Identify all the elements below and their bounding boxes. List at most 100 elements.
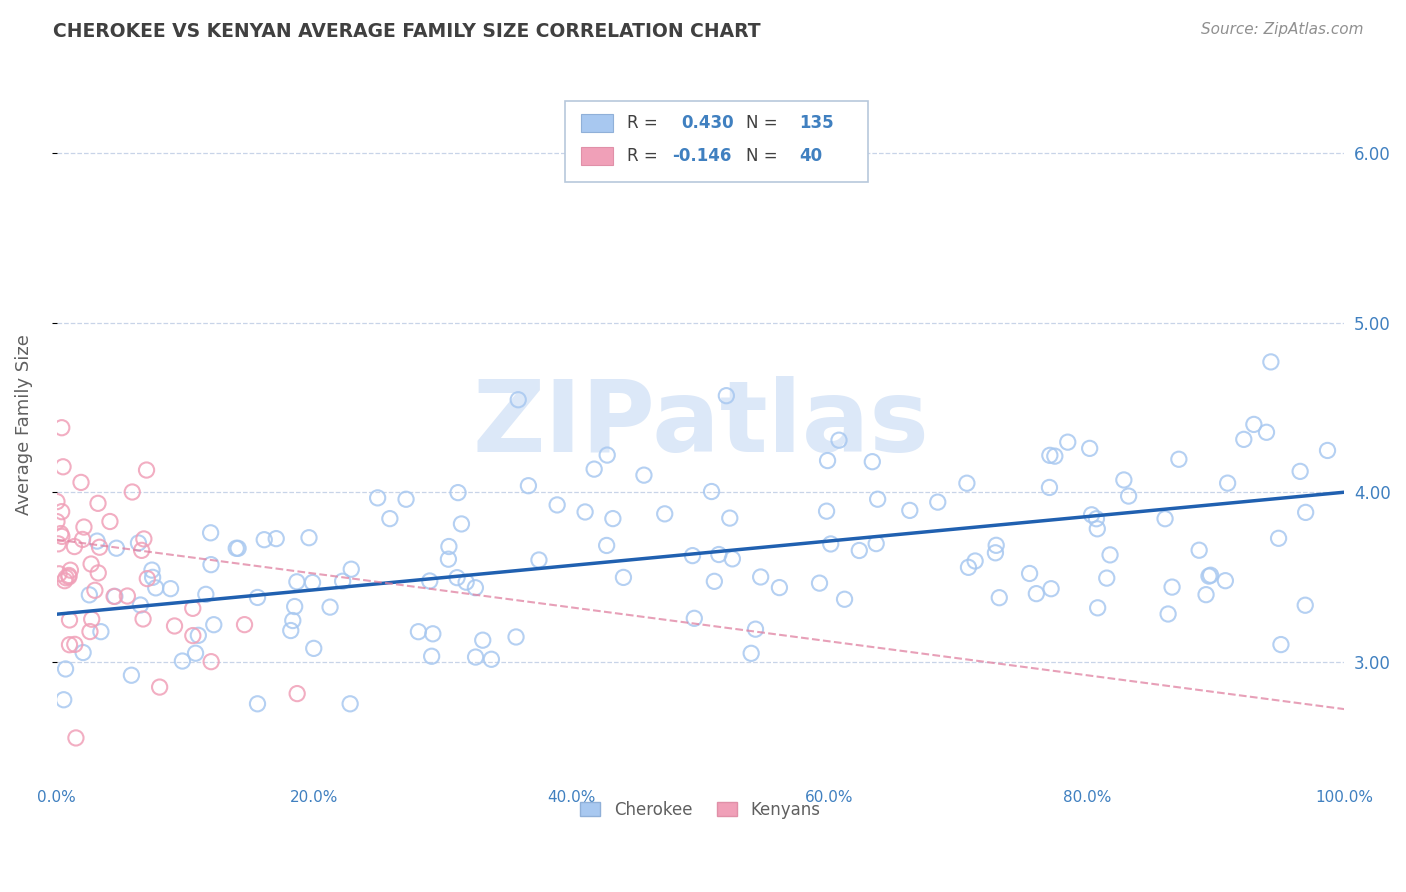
Point [848,543,870,558]
Point [117,589,139,603]
Point [339,697,361,711]
Point [104,590,127,604]
Point [596,448,619,462]
Point [87,496,110,510]
Text: Source: ZipAtlas.com: Source: ZipAtlas.com [1201,22,1364,37]
Point [285,574,308,589]
Point [517,479,540,493]
Point [80,612,103,626]
Point [860,455,883,469]
Point [367,491,389,505]
Point [73,520,96,534]
Point [159,582,181,596]
Point [49,526,72,541]
Point [683,611,706,625]
Point [319,600,342,615]
Point [1167,452,1189,467]
Point [1095,571,1118,585]
Point [70,475,93,490]
Point [51,529,73,543]
Point [721,552,744,566]
Point [574,505,596,519]
Point [55,571,77,585]
Point [48,566,70,581]
Point [422,627,444,641]
Point [298,531,321,545]
Point [280,624,302,638]
Point [285,687,308,701]
Point [1078,442,1101,456]
Point [419,574,441,588]
Point [865,536,887,550]
Point [86,534,108,549]
Point [437,552,460,566]
Point [1099,548,1122,562]
Point [898,503,921,517]
Point [246,697,269,711]
Point [986,538,1008,552]
Point [508,392,530,407]
Point [98,515,121,529]
Point [1118,489,1140,503]
Text: 135: 135 [800,114,834,132]
Point [450,516,472,531]
Point [149,680,172,694]
Point [200,558,222,572]
Point [135,463,157,477]
Point [1085,522,1108,536]
Text: 40: 40 [800,147,823,165]
Point [340,562,363,576]
Point [46,515,69,529]
Point [58,570,80,584]
Point [815,504,838,518]
Point [302,641,325,656]
Point [988,591,1011,605]
Point [63,540,86,554]
Point [194,587,217,601]
Point [479,652,502,666]
Point [700,484,723,499]
Point [1256,425,1278,440]
Point [1216,476,1239,491]
Point [246,591,269,605]
Point [53,574,76,588]
Point [253,533,276,547]
Point [233,617,256,632]
Point [55,662,77,676]
Point [546,498,568,512]
Point [58,638,80,652]
Point [59,563,82,577]
Point [79,588,101,602]
Point [1243,417,1265,432]
Point [65,731,87,745]
Point [1154,512,1177,526]
Point [181,601,204,615]
Point [957,560,980,574]
Point [456,575,478,590]
Point [129,598,152,612]
Point [90,624,112,639]
Point [471,633,494,648]
Point [527,553,550,567]
Point [226,541,249,556]
Text: N =: N = [745,114,783,132]
Point [72,533,94,547]
Text: ZIPatlas: ZIPatlas [472,376,929,473]
Point [744,622,766,636]
Point [83,583,105,598]
Point [1199,568,1222,582]
Point [682,549,704,563]
Point [1161,580,1184,594]
Text: R =: R = [627,114,664,132]
Point [1087,600,1109,615]
Point [284,599,307,614]
Text: CHEROKEE VS KENYAN AVERAGE FAMILY SIZE CORRELATION CHART: CHEROKEE VS KENYAN AVERAGE FAMILY SIZE C… [53,22,761,41]
Point [127,536,149,550]
Point [172,654,194,668]
Point [301,575,323,590]
Point [79,624,101,639]
Point [200,525,222,540]
Point [447,485,470,500]
Bar [581,114,613,132]
FancyBboxPatch shape [565,101,868,182]
